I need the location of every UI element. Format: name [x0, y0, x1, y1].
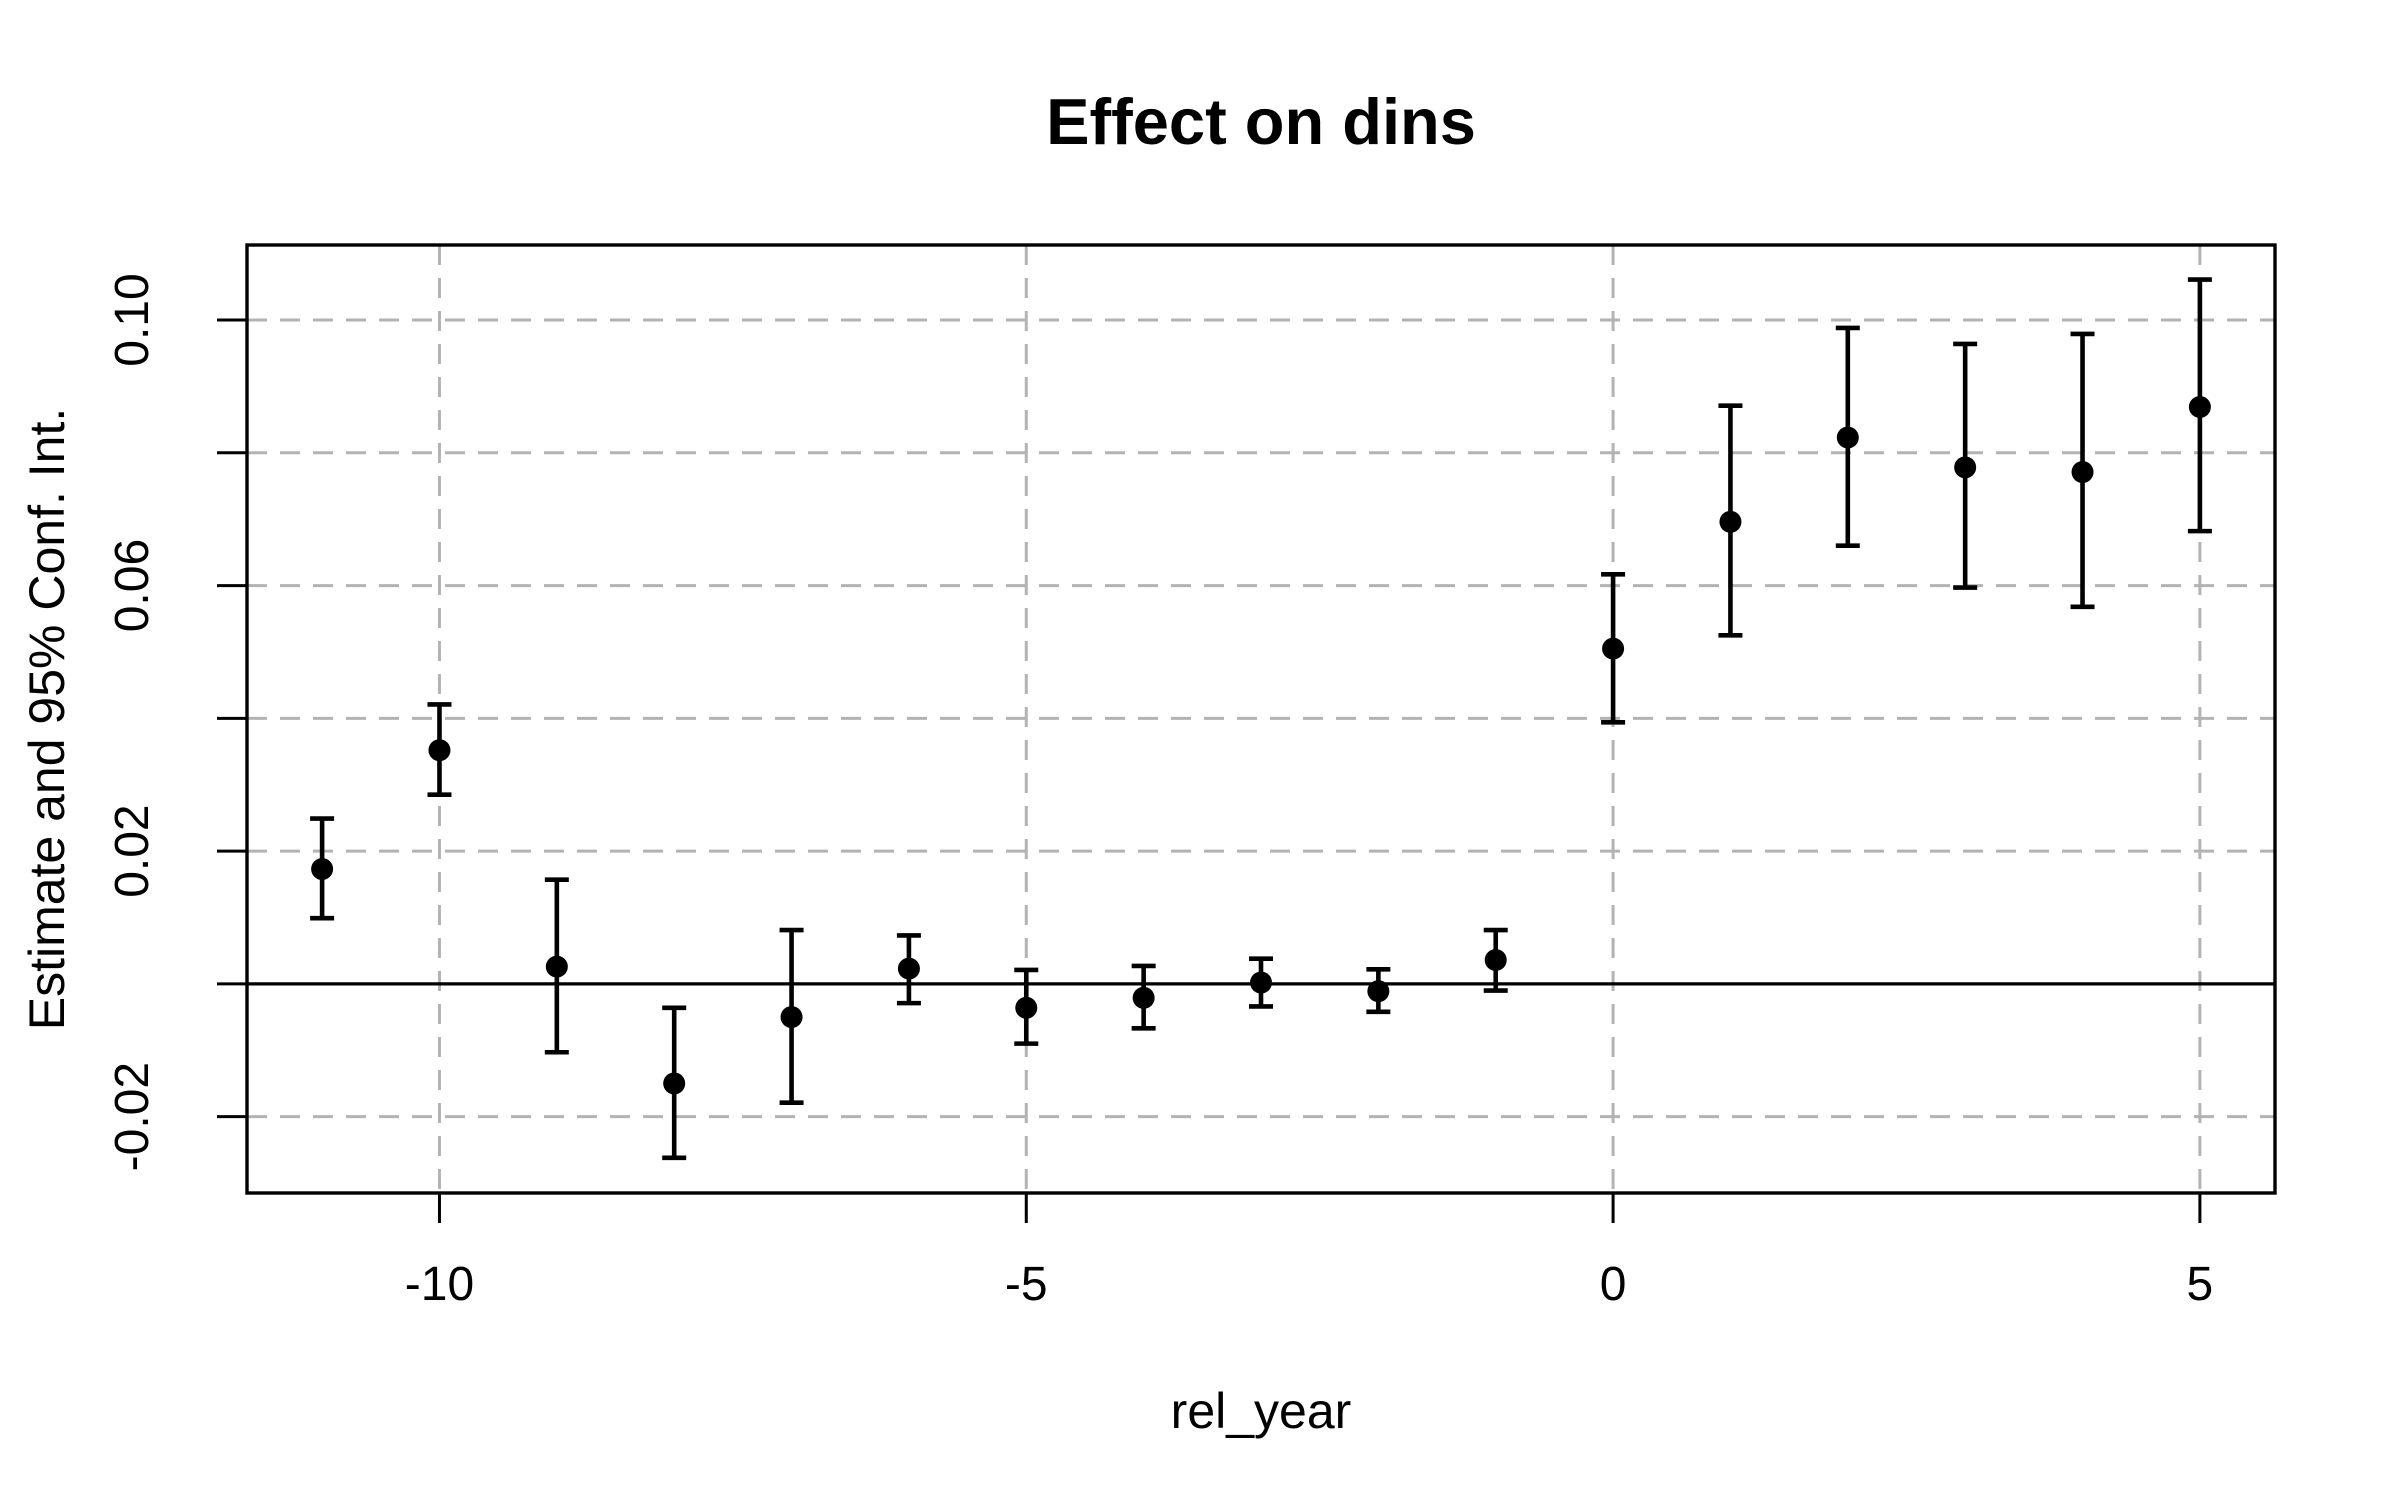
- x-tick-label: 0: [1600, 1258, 1627, 1311]
- data-point: [428, 739, 451, 762]
- data-point: [780, 1006, 803, 1029]
- data-point: [1015, 996, 1038, 1019]
- x-tick-label: -10: [405, 1258, 474, 1311]
- plot-frame-layer: [245, 243, 2277, 1195]
- data-point: [2188, 395, 2211, 418]
- y-tick-label: -0.02: [106, 1062, 159, 1171]
- data-point: [1719, 510, 1742, 533]
- y-tick-label: 0.06: [106, 539, 159, 632]
- data-point: [1250, 971, 1272, 994]
- x-axis-label: rel_year: [1171, 1383, 1352, 1439]
- chart-title: Effect on dins: [1046, 85, 1476, 158]
- data-point: [311, 858, 334, 881]
- axis-ticks-layer: -10 -5 0 5 0.10 0.06 0.02 -0.02: [106, 273, 2213, 1311]
- data-point: [1484, 948, 1507, 971]
- data-point: [2071, 461, 2094, 484]
- data-series-layer: [310, 277, 2212, 1161]
- x-tick-label: 5: [2187, 1258, 2214, 1311]
- data-point: [897, 957, 920, 980]
- data-point: [1367, 980, 1390, 1003]
- data-point: [1836, 426, 1859, 449]
- data-point: [1132, 986, 1155, 1009]
- x-tick-label: -5: [1005, 1258, 1048, 1311]
- y-axis-label: Estimate and 95% Conf. Int.: [19, 408, 75, 1031]
- data-point: [1954, 456, 1977, 479]
- plot-frame: [245, 243, 2277, 1195]
- y-tick-label: 0.10: [106, 273, 159, 366]
- data-point: [545, 955, 568, 978]
- data-point: [663, 1072, 686, 1095]
- data-point: [1602, 637, 1625, 660]
- y-tick-label: 0.02: [106, 804, 159, 897]
